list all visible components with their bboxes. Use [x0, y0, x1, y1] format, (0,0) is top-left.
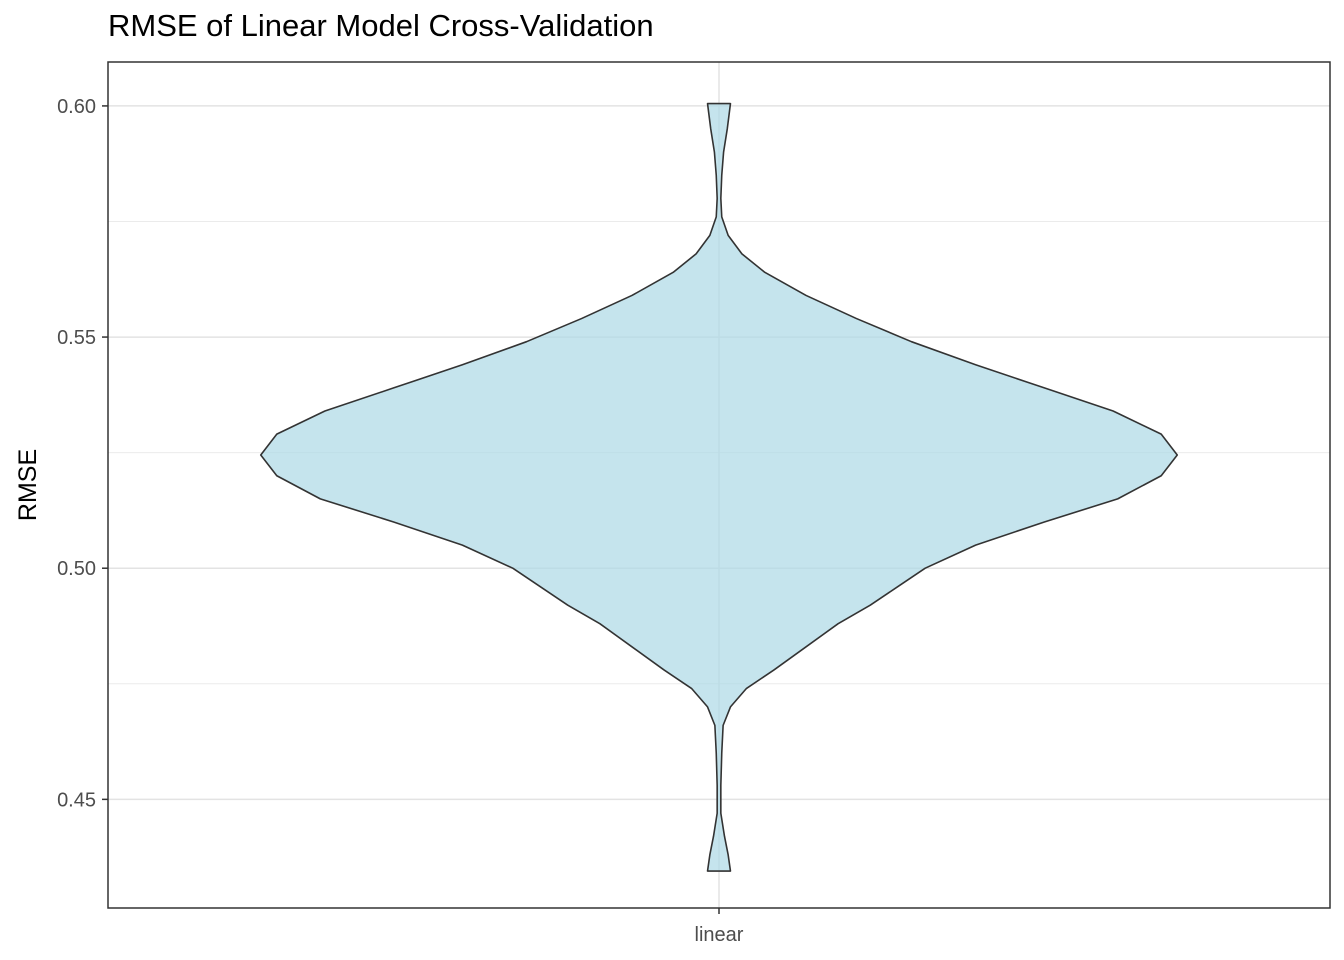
chart-title: RMSE of Linear Model Cross-Validation [108, 8, 654, 43]
y-tick-label: 0.45 [57, 789, 96, 811]
y-tick-label: 0.60 [57, 96, 96, 118]
axes: 0.45 0.50 0.55 0.60 linear [57, 96, 744, 946]
plot-panel-border [107, 61, 1331, 909]
y-tick-label: 0.55 [57, 327, 96, 349]
x-tick-label: linear [695, 924, 744, 946]
violins [259, 102, 1179, 872]
violin-linear [259, 102, 1179, 872]
y-tick-label: 0.50 [57, 558, 96, 580]
y-axis-title: RMSE [14, 449, 42, 521]
